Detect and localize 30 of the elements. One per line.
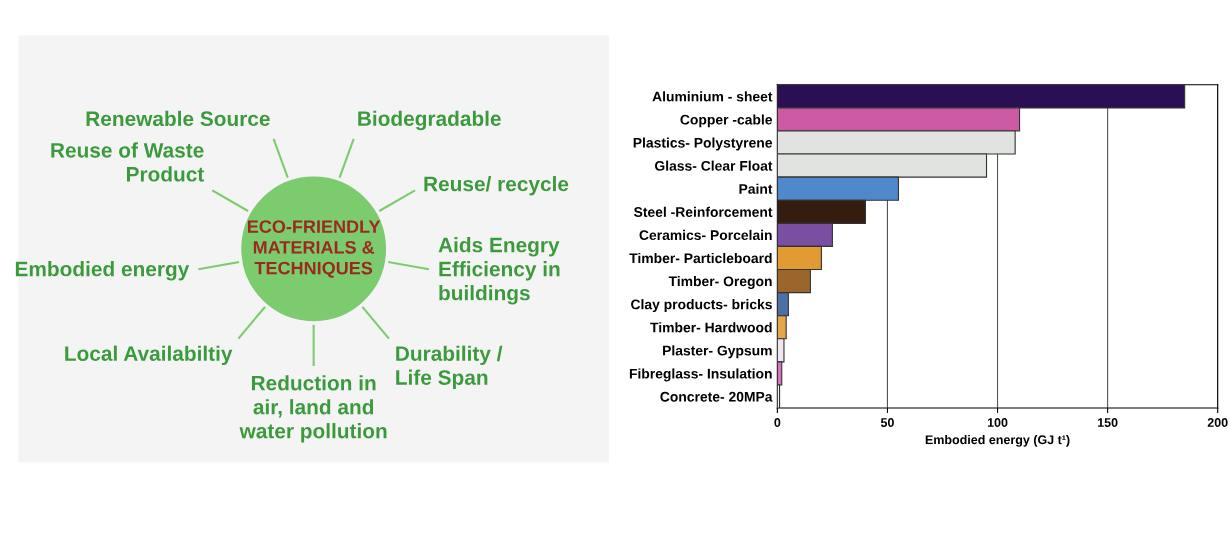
text: Reuse/ recycle [424,176,569,196]
text: Biodegradable [358,110,501,131]
x-tick-label: 150 [1097,418,1118,427]
text: Renewable Source [86,110,270,127]
y-tick-label: Plaster- Gypsum [663,345,772,359]
text: Reduction in air, land and water pollution [239,375,387,443]
text: ECO-FRIENDLY MATERIALS & TECHNIQUES [247,220,381,278]
y-tick-label: Plastics- Polystyrene [633,137,773,151]
x-tick-label: 50 [880,418,894,427]
y-tick-label: Timber- Oregon [668,276,772,290]
x-tick-label: 100 [987,418,1008,427]
y-tick-label: Timber- Hardwood [650,322,772,333]
y-tick-label: Concrete- 20MPa [660,391,773,402]
y-tick-label: Copper -cable [680,114,773,128]
x-tick-label: 0 [774,418,781,427]
x-axis-title: Embodied energy (GJ t¹) [925,434,1070,447]
y-tick-label: Clay products- bricks [631,299,772,313]
y-tick-label: Glass- Clear Float [654,160,773,171]
y-tick-label: Fibreglass- Insulation [629,368,772,382]
y-tick-label: Aluminium - sheet [652,91,773,102]
x-tick-label: 200 [1207,418,1228,427]
y-tick-label: Steel -Reinforcement [633,206,773,217]
text: Aids Enegry Efficiency in buildings [438,237,560,305]
text: Reuse of Waste Product [51,142,205,182]
text: Local Availabiltiy [65,345,233,366]
y-tick-label: Paint [739,183,773,194]
y-tick-label: Timber- Particleboard [629,252,772,264]
text: Durability / Life Span [396,345,503,389]
text: Embodied energy [15,261,190,281]
y-tick-label: Ceramics- Porcelain [639,229,772,241]
